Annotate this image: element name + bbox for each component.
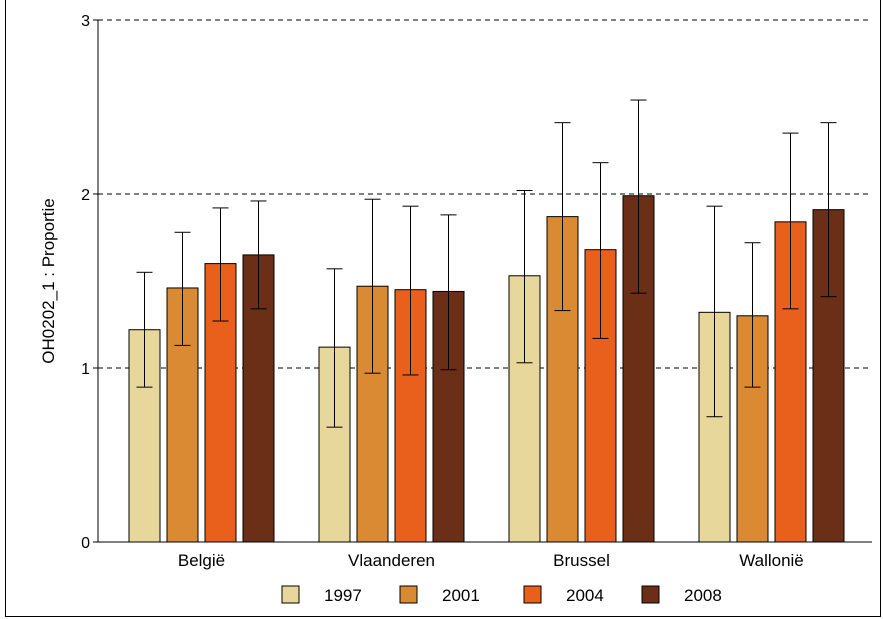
legend-item: 2001 — [399, 585, 480, 605]
y-tick-label: 3 — [81, 13, 90, 30]
legend: 1997 2001 2004 2008 — [281, 585, 722, 605]
y-tick-label: 1 — [81, 361, 90, 378]
x-tick-label: Vlaanderen — [348, 551, 435, 570]
x-tick-label: Brussel — [553, 551, 610, 570]
y-axis-label: OH0202_1 : Proportie — [39, 198, 58, 363]
legend-swatch — [399, 585, 418, 604]
y-tick-label: 0 — [81, 535, 90, 552]
legend-label: 2008 — [684, 586, 722, 605]
legend-item: 2008 — [641, 585, 722, 605]
legend-swatch — [641, 585, 660, 604]
legend-label: 1997 — [324, 586, 362, 605]
legend-swatch — [281, 585, 300, 604]
error-bars — [136, 99, 837, 428]
y-tick-labels: 0 1 2 3 — [81, 13, 98, 552]
legend-swatch — [523, 585, 542, 604]
chart-frame — [5, 0, 881, 617]
x-tick-label: Wallonië — [739, 551, 804, 570]
legend-item: 1997 — [281, 585, 362, 605]
legend-label: 2004 — [566, 586, 604, 605]
x-tick-labels: België Vlaanderen Brussel Wallonië — [178, 551, 804, 570]
legend-label: 2001 — [442, 586, 480, 605]
legend-item: 2004 — [523, 585, 604, 605]
axes — [97, 20, 872, 543]
y-tick-label: 2 — [81, 187, 90, 204]
bars — [128, 195, 845, 543]
x-tick-label: België — [178, 551, 225, 570]
